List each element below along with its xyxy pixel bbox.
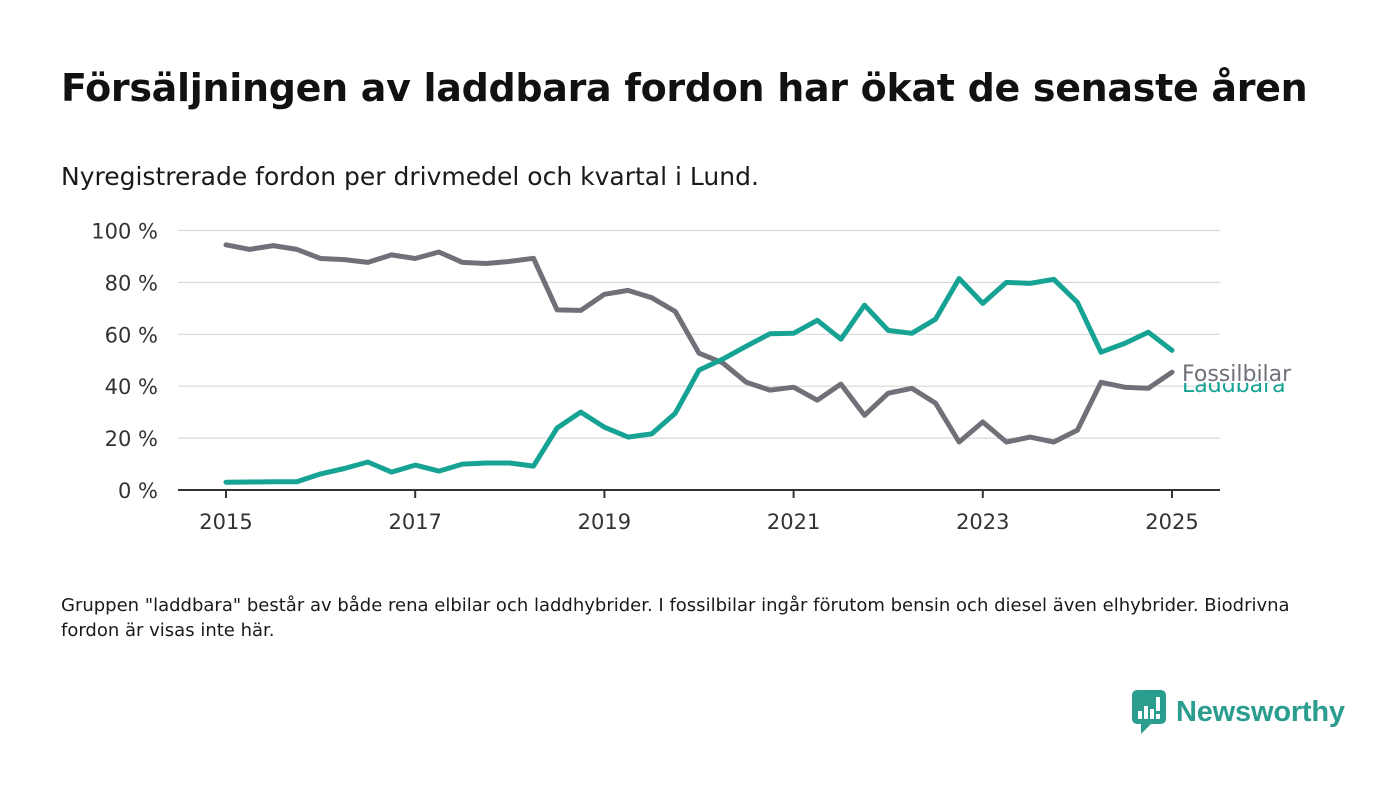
x-tick-label: 2015 [199, 510, 252, 534]
x-tick-label: 2019 [578, 510, 631, 534]
series-line-fossilbilar [223, 242, 1175, 445]
chart-subtitle: Nyregistrerade fordon per drivmedel och … [61, 162, 759, 191]
series-label-fossilbilar: Fossilbilar [1182, 362, 1292, 387]
line-chart: 0 % 20 % 40 % 60 % 80 % 100 % 2015 2017 2019 2021… [91, 220, 1294, 535]
y-tick-label: 80 % [105, 271, 158, 295]
series-label-laddbara: Laddbara [1182, 373, 1286, 398]
y-tick-label: 20 % [105, 427, 158, 451]
x-tick-label: 2025 [1145, 510, 1198, 534]
chart-title: Försäljningen av laddbara fordon har öka… [61, 66, 1308, 110]
y-tick-label: 0 % [118, 479, 158, 503]
y-tick-label: 100 % [91, 220, 158, 244]
y-tick-label: 60 % [105, 323, 158, 347]
brand-logo: Newsworthy [1132, 690, 1345, 734]
newsworthy-logo-icon [1132, 690, 1166, 734]
x-tick-label: 2023 [956, 510, 1009, 534]
brand-name: Newsworthy [1176, 695, 1345, 728]
x-tick-label: 2021 [767, 510, 820, 534]
x-tick-label: 2017 [388, 510, 441, 534]
chart-footnote: Gruppen "laddbara" består av både rena e… [61, 595, 1290, 641]
y-tick-label: 40 % [105, 375, 158, 399]
series-line-laddbara [223, 276, 1175, 485]
